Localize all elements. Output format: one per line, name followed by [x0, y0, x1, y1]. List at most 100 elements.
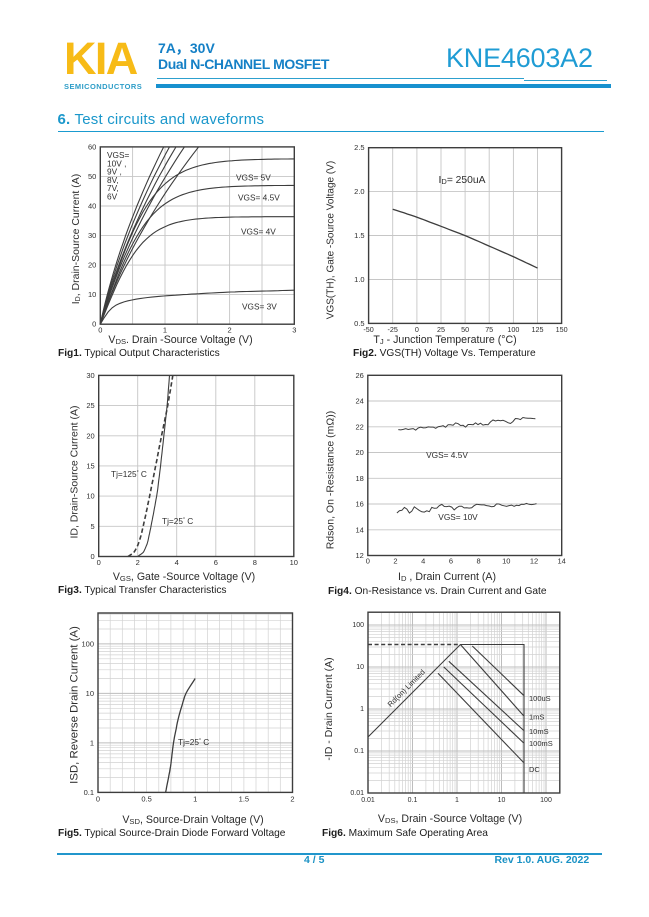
- svg-text:125: 125: [532, 325, 544, 334]
- svg-text:10: 10: [86, 492, 94, 501]
- svg-text:26: 26: [355, 371, 363, 380]
- svg-text:1: 1: [163, 326, 167, 335]
- svg-text:50: 50: [88, 172, 96, 181]
- svg-text:0: 0: [91, 552, 95, 561]
- svg-text:VGS= 4.5V: VGS= 4.5V: [426, 450, 468, 460]
- svg-text:VGS=: VGS=: [107, 150, 130, 160]
- svg-text:75: 75: [485, 325, 493, 334]
- svg-text:-ID - Drain Current (A): -ID - Drain Current (A): [323, 657, 335, 760]
- svg-text:DC: DC: [529, 765, 540, 774]
- svg-text:VGS= 3V: VGS= 3V: [242, 302, 277, 312]
- svg-text:6: 6: [449, 556, 453, 565]
- svg-text:14: 14: [355, 525, 363, 534]
- svg-text:5: 5: [91, 522, 95, 531]
- svg-text:1mS: 1mS: [529, 713, 544, 722]
- svg-text:10: 10: [356, 664, 364, 671]
- svg-text:1: 1: [455, 797, 459, 804]
- svg-text:Tj=125° C: Tj=125° C: [111, 469, 147, 479]
- svg-text:2.0: 2.0: [354, 187, 364, 196]
- svg-text:4: 4: [421, 556, 425, 565]
- svg-text:-25: -25: [388, 325, 398, 334]
- svg-text:10mS: 10mS: [529, 727, 549, 736]
- svg-text:ISD, Reverse Drain Current (A): ISD, Reverse Drain Current (A): [69, 626, 81, 784]
- svg-text:12: 12: [355, 551, 363, 560]
- svg-text:0.5: 0.5: [354, 319, 364, 328]
- svg-text:12: 12: [530, 556, 538, 565]
- svg-text:15: 15: [86, 461, 94, 470]
- svg-text:Tj=25° C: Tj=25° C: [162, 516, 193, 526]
- svg-text:0: 0: [366, 556, 370, 565]
- svg-text:20: 20: [355, 448, 363, 457]
- svg-text:16: 16: [355, 500, 363, 509]
- svg-text:ID, Drain-Source Current (A): ID, Drain-Source Current (A): [69, 405, 81, 538]
- svg-text:2.5: 2.5: [354, 143, 364, 152]
- svg-text:100: 100: [540, 797, 552, 804]
- svg-text:25: 25: [86, 401, 94, 410]
- svg-text:2: 2: [290, 795, 294, 804]
- svg-text:VGS= 10V: VGS= 10V: [438, 512, 478, 522]
- svg-text:25: 25: [437, 325, 445, 334]
- svg-text:0.1: 0.1: [408, 797, 418, 804]
- svg-text:8: 8: [477, 556, 481, 565]
- svg-text:1.5: 1.5: [354, 231, 364, 240]
- svg-text:0: 0: [96, 795, 100, 804]
- svg-text:1: 1: [360, 706, 364, 713]
- svg-text:30: 30: [86, 371, 94, 380]
- svg-text:10: 10: [86, 689, 94, 698]
- svg-text:VGS= 5V: VGS= 5V: [236, 173, 271, 183]
- svg-text:100: 100: [352, 622, 364, 629]
- svg-text:1: 1: [90, 738, 94, 747]
- svg-text:100: 100: [81, 639, 94, 648]
- svg-text:10V ,: 10V ,: [107, 158, 126, 168]
- svg-text:0: 0: [98, 326, 102, 335]
- svg-text:14: 14: [558, 556, 566, 565]
- svg-text:40: 40: [88, 202, 96, 211]
- svg-text:0: 0: [92, 320, 96, 329]
- svg-text:50: 50: [461, 325, 469, 334]
- svg-text:0: 0: [415, 325, 419, 334]
- svg-text:22: 22: [355, 422, 363, 431]
- svg-text:10: 10: [290, 558, 298, 567]
- svg-text:Rdson, On -Resistance (mΩ)): Rdson, On -Resistance (mΩ)): [325, 411, 337, 550]
- svg-text:150: 150: [556, 325, 568, 334]
- svg-text:4: 4: [175, 558, 179, 567]
- svg-text:2: 2: [136, 558, 140, 567]
- svg-text:1.5: 1.5: [239, 795, 249, 804]
- svg-text:8V,: 8V,: [107, 175, 119, 185]
- svg-text:VGS= 4.5V: VGS= 4.5V: [238, 193, 280, 203]
- svg-text:6: 6: [214, 558, 218, 567]
- svg-text:100: 100: [507, 325, 519, 334]
- svg-text:0.01: 0.01: [350, 790, 364, 797]
- svg-text:20: 20: [88, 261, 96, 270]
- svg-text:1.0: 1.0: [354, 275, 364, 284]
- svg-text:18: 18: [355, 474, 363, 483]
- svg-text:ID, Drain-Source Current (A): ID, Drain-Source Current (A): [70, 174, 82, 305]
- svg-text:ID= 250uA: ID= 250uA: [439, 175, 486, 186]
- svg-text:VGS(TH), Gate -Source Voltage: VGS(TH), Gate -Source Voltage (V): [326, 161, 337, 319]
- svg-text:0.5: 0.5: [141, 795, 151, 804]
- svg-text:10: 10: [88, 290, 96, 299]
- svg-text:-50: -50: [363, 325, 373, 334]
- svg-text:0.1: 0.1: [84, 788, 94, 797]
- svg-text:20: 20: [86, 431, 94, 440]
- svg-text:1: 1: [193, 795, 197, 804]
- svg-text:0: 0: [97, 558, 101, 567]
- svg-text:0.1: 0.1: [354, 748, 364, 755]
- svg-text:24: 24: [355, 397, 363, 406]
- svg-text:10: 10: [502, 556, 510, 565]
- svg-text:30: 30: [88, 231, 96, 240]
- svg-text:60: 60: [88, 142, 96, 151]
- svg-text:7V,: 7V,: [107, 183, 119, 193]
- svg-text:3: 3: [292, 326, 296, 335]
- svg-text:10: 10: [498, 797, 506, 804]
- svg-text:0.01: 0.01: [361, 797, 375, 804]
- svg-text:Tj=25° C: Tj=25° C: [178, 737, 209, 747]
- svg-text:2: 2: [228, 326, 232, 335]
- svg-text:100uS: 100uS: [529, 694, 551, 703]
- svg-text:2: 2: [393, 556, 397, 565]
- svg-text:8: 8: [253, 558, 257, 567]
- svg-text:9V ,: 9V ,: [107, 167, 122, 177]
- svg-text:VGS= 4V: VGS= 4V: [241, 227, 276, 237]
- svg-text:6V: 6V: [107, 192, 118, 202]
- svg-text:100mS: 100mS: [529, 739, 553, 748]
